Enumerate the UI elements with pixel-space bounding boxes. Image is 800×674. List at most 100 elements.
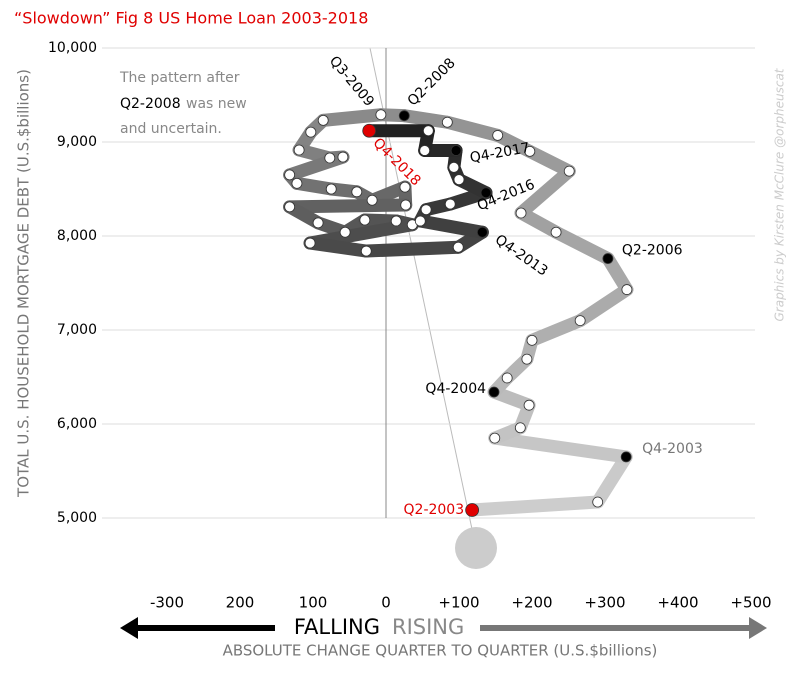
annotation: Q4-2017: [469, 140, 531, 166]
point: [514, 422, 526, 434]
rising-label: RISING: [392, 615, 464, 639]
point: [399, 181, 411, 193]
point: [398, 110, 410, 122]
point: [621, 284, 633, 295]
x-tick-label: +300: [584, 594, 625, 612]
annotation: Q4-2004: [425, 381, 486, 397]
credit: Graphics by Kirsten McClure @orpheuscat: [773, 67, 787, 321]
y-tick-label: 9,000: [57, 134, 97, 150]
point: [325, 183, 337, 195]
point: [291, 177, 303, 189]
path-segment: [488, 431, 633, 464]
point: [337, 151, 349, 163]
path-segment: [316, 108, 388, 127]
x-axis-label: ABSOLUTE CHANGE QUARTER TO QUARTER (U.S.…: [223, 642, 658, 660]
annotation: Q4-2013: [492, 232, 551, 280]
pendulum-weight: [455, 527, 497, 569]
point: [523, 399, 535, 411]
y-tick-label: 10,000: [48, 40, 97, 56]
annotation: Q2-2006: [622, 243, 683, 259]
point: [422, 125, 434, 137]
y-tick-label: 5,000: [57, 510, 97, 526]
annotation: Q4-2018: [370, 135, 424, 189]
x-tick-label: 0: [381, 594, 391, 612]
point: [362, 123, 377, 138]
falling-label: FALLING: [294, 615, 380, 639]
point: [284, 201, 296, 213]
path-segment: [549, 225, 615, 266]
annotation: Q2-2008: [405, 55, 459, 109]
path-segment: [514, 164, 576, 220]
point: [419, 145, 431, 156]
point: [444, 198, 456, 210]
note-line: and uncertain.: [120, 121, 222, 137]
point: [515, 207, 527, 219]
note-line: The pattern after: [119, 70, 240, 86]
point: [390, 215, 402, 227]
y-axis-label: TOTAL U.S. HOUSEHOLD MORTGAGE DEBT (U.S.…: [15, 69, 33, 498]
point: [293, 144, 305, 156]
chart-title: “Slowdown” Fig 8 US Home Loan 2003-2018: [14, 9, 368, 28]
point: [489, 432, 501, 444]
path-segment: [359, 240, 465, 258]
point: [400, 199, 412, 211]
point: [420, 204, 432, 216]
point: [526, 334, 538, 346]
point: [375, 109, 387, 121]
point: [453, 174, 465, 186]
y-tick-label: 8,000: [57, 228, 97, 244]
path-segment: [573, 283, 634, 328]
point: [574, 315, 586, 327]
point: [480, 187, 492, 199]
x-tick-label: +500: [730, 594, 771, 612]
annotation: Q3-2009: [326, 53, 377, 110]
point: [284, 169, 296, 181]
path-segment: [523, 144, 576, 178]
note-line: Q2-2008: [120, 96, 181, 112]
path-segment: [283, 150, 350, 182]
point: [476, 226, 488, 238]
path-segment: [440, 115, 505, 142]
point: [312, 217, 324, 229]
point: [305, 126, 317, 138]
point: [524, 145, 536, 157]
x-tick-label: +400: [657, 594, 698, 612]
path-segment: [413, 214, 489, 239]
x-tick-label: +200: [511, 594, 552, 612]
point: [550, 226, 562, 238]
note-line: was new: [186, 96, 247, 112]
path-segment: [465, 495, 605, 517]
rising-arrowhead: [749, 617, 767, 639]
annotation: Q4-2003: [642, 441, 703, 457]
point: [324, 152, 336, 164]
point: [366, 194, 378, 206]
path-segment: [591, 450, 633, 509]
x-tick-label: -300: [150, 594, 184, 612]
point: [317, 114, 329, 126]
x-tick-label: 200: [226, 594, 255, 612]
point: [452, 241, 464, 253]
point: [414, 215, 426, 227]
point: [359, 214, 371, 226]
point: [360, 245, 372, 257]
falling-arrowhead: [120, 617, 138, 639]
point: [304, 237, 316, 249]
point: [620, 451, 632, 463]
point: [492, 130, 504, 141]
point: [450, 145, 462, 156]
point: [441, 116, 453, 128]
point: [521, 353, 533, 365]
point: [501, 372, 513, 384]
point: [563, 165, 575, 177]
point: [448, 161, 460, 173]
y-tick-label: 6,000: [57, 416, 97, 432]
point: [351, 186, 363, 198]
point: [488, 386, 500, 398]
path-segment: [397, 109, 454, 129]
path-segment: [525, 314, 587, 347]
point: [465, 503, 480, 517]
path-segment: [303, 236, 373, 258]
y-tick-label: 7,000: [57, 322, 97, 338]
annotation: Q2-2003: [404, 502, 465, 518]
